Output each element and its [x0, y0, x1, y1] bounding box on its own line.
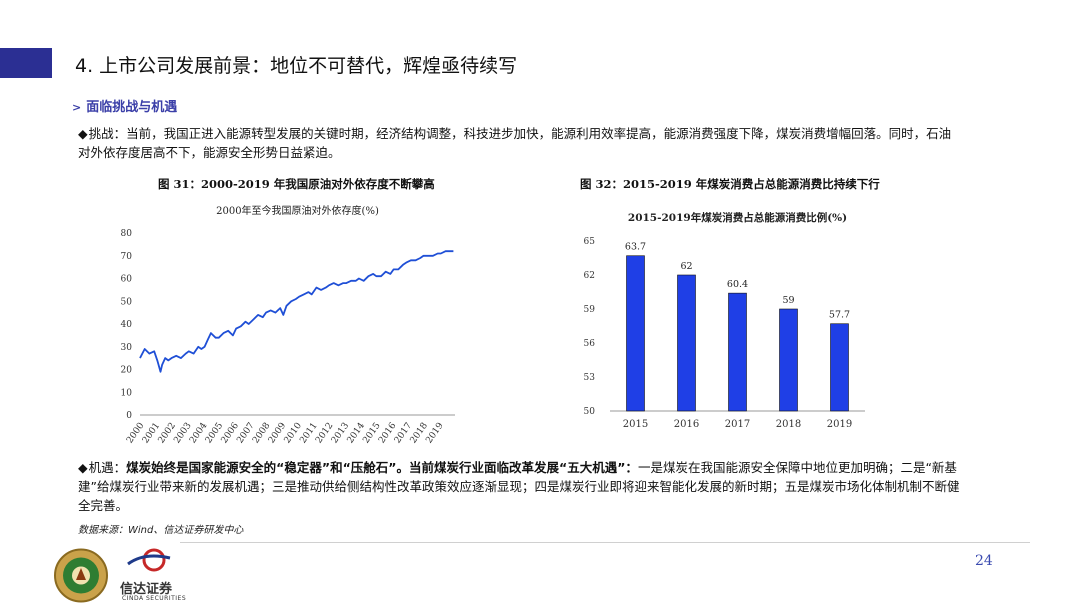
y-tick-label: 40: [121, 320, 133, 330]
y-tick-label: 59: [584, 305, 596, 315]
y-tick-label: 80: [121, 229, 133, 239]
section-heading: > 面临挑战与机遇: [72, 96, 177, 115]
bar: [779, 308, 798, 412]
opportunity-lead: 机遇：: [88, 460, 127, 475]
footer-divider: [180, 542, 1030, 543]
bar: [830, 323, 849, 412]
opportunity-text: 一是煤炭在我国能源安全保障中地位更加明确；二是“新基建”给煤炭行业带来新的发展机…: [78, 460, 960, 513]
oil-dependency-line-chart: 2000年至今我国原油对外依存度(%)010203040506070802000…: [121, 204, 455, 446]
data-label: 63.7: [625, 242, 646, 253]
challenge-text: 当前，我国正进入能源转型发展的关键时期，经济结构调整，科技进步加快，能源利用效率…: [78, 126, 952, 160]
cinda-logo-icon: [127, 548, 171, 572]
data-label: 59: [782, 295, 794, 306]
opportunity-paragraph: ◆机遇：煤炭始终是国家能源安全的“稳定器”和“压舱石”。当前煤炭行业面临改革发展…: [78, 458, 963, 515]
y-tick-label: 50: [584, 407, 596, 417]
chart-32-caption: 图 32：2015-2019 年煤炭消费占总能源消费比持续下行: [580, 177, 880, 191]
y-tick-label: 10: [121, 388, 133, 398]
header-accent-bar: [0, 48, 52, 78]
bar: [728, 292, 747, 412]
challenge-lead: 挑战：: [88, 126, 127, 141]
coal-share-bar-chart: 2015-2019年煤炭消费占总能源消费比例(%) 50 53 56 59 62 65 63.…: [584, 211, 865, 430]
page-title: 4. 上市公司发展前景：地位不可替代，辉煌亟待续写: [75, 55, 518, 77]
coal-association-emblem-icon: [54, 548, 108, 603]
x-tick-label: 2017: [725, 419, 750, 430]
diamond-bullet-icon: ◆: [78, 126, 88, 141]
x-tick-label: 2015: [623, 419, 648, 430]
data-label: 57.7: [829, 310, 850, 321]
page-number: 24: [975, 553, 993, 569]
chevron-right-icon: >: [72, 101, 82, 114]
x-tick-label: 2019: [424, 421, 445, 446]
y-tick-label: 53: [584, 373, 596, 383]
chart-31-caption: 图 31：2000-2019 年我国原油对外依存度不断攀高: [158, 177, 435, 191]
data-label: 62: [680, 261, 692, 272]
y-tick-label: 65: [584, 237, 596, 247]
x-tick-label: 2019: [827, 419, 852, 430]
bar: [677, 274, 696, 412]
y-tick-label: 60: [121, 275, 133, 285]
logo-company-name: 信达证券: [120, 582, 173, 597]
data-source-note: 数据来源：Wind、信达证券研发中心: [78, 525, 244, 536]
section-heading-text: 面临挑战与机遇: [86, 100, 178, 115]
y-tick-label: 62: [584, 271, 595, 281]
y-tick-label: 20: [121, 366, 133, 376]
chart-title: 2015-2019年煤炭消费占总能源消费比例(%): [628, 211, 847, 224]
y-tick-label: 30: [121, 343, 133, 353]
bar: [626, 255, 645, 412]
diamond-bullet-icon: ◆: [78, 460, 88, 475]
y-tick-label: 56: [584, 339, 596, 349]
x-tick-label: 2018: [776, 419, 801, 430]
chart-title: 2000年至今我国原油对外依存度(%): [216, 204, 379, 217]
y-tick-label: 50: [121, 297, 133, 307]
x-tick-label: 2016: [674, 419, 699, 430]
series-line: [139, 250, 454, 373]
y-tick-label: 0: [126, 411, 132, 421]
challenge-paragraph: ◆挑战：当前，我国正进入能源转型发展的关键时期，经济结构调整，科技进步加快，能源…: [78, 124, 963, 162]
logo-company-name-en: CINDA SECURITIES: [122, 595, 187, 602]
y-tick-label: 70: [121, 252, 133, 262]
opportunity-bold-text: 煤炭始终是国家能源安全的“稳定器”和“压舱石”。当前煤炭行业面临改革发展“五大机…: [126, 460, 638, 475]
data-label: 60.4: [727, 279, 748, 290]
